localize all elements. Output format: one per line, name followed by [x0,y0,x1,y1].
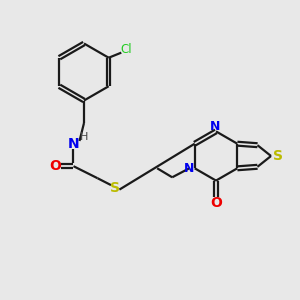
Text: N: N [184,162,194,175]
Text: O: O [210,196,222,210]
Text: N: N [210,119,220,133]
Text: Cl: Cl [121,44,133,56]
Text: S: S [273,149,283,163]
Text: N: N [68,137,79,151]
Text: O: O [50,159,61,173]
Text: H: H [80,132,88,142]
Text: S: S [110,181,120,195]
